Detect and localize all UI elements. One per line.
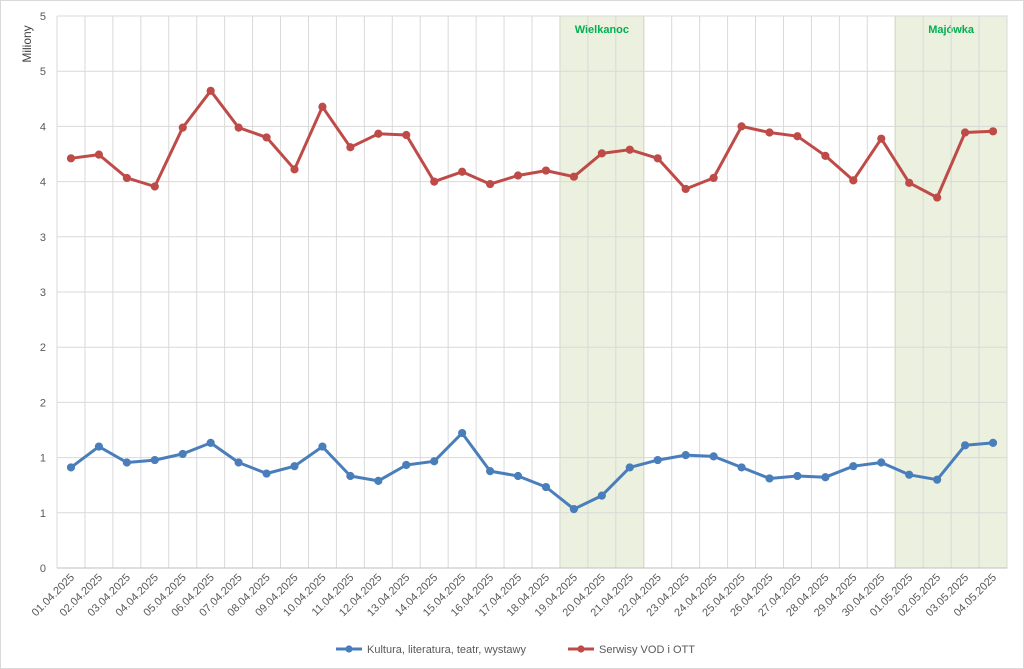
- data-point: [485, 179, 495, 189]
- data-point: [94, 150, 104, 159]
- data-point: [541, 166, 551, 175]
- data-point: [849, 176, 858, 185]
- y-axis-title: Miliony: [20, 25, 34, 62]
- data-point: [793, 471, 802, 481]
- data-point: [262, 133, 271, 142]
- data-point: [290, 165, 299, 174]
- data-point: [625, 463, 634, 472]
- data-point: [709, 452, 718, 461]
- y-tick-label-top: 5: [40, 11, 46, 23]
- data-point: [178, 449, 187, 459]
- data-point: [849, 462, 858, 471]
- data-point: [960, 441, 970, 450]
- data-point: [234, 458, 243, 467]
- data-point: [541, 482, 551, 492]
- data-point: [681, 451, 690, 460]
- data-point: [346, 143, 355, 152]
- data-point: [653, 455, 662, 465]
- data-point: [262, 469, 271, 478]
- data-point: [66, 463, 76, 472]
- data-point: [709, 173, 718, 183]
- y-tick-label: 3: [40, 287, 46, 299]
- data-point: [402, 460, 411, 470]
- data-point: [765, 474, 774, 483]
- data-point: [430, 177, 439, 186]
- data-point: [905, 470, 914, 479]
- data-point: [821, 151, 830, 160]
- legend-swatch-marker: [577, 645, 585, 653]
- data-point: [737, 122, 746, 131]
- legend-label: Serwisy VOD i OTT: [599, 644, 695, 656]
- data-point: [597, 149, 606, 158]
- data-point: [877, 134, 886, 143]
- data-point: [402, 130, 411, 140]
- data-point: [597, 491, 606, 500]
- y-tick-label: 4: [40, 121, 46, 133]
- y-tick-label: 1: [40, 508, 46, 520]
- data-point: [458, 428, 467, 438]
- data-point: [66, 154, 76, 163]
- data-point: [765, 128, 774, 137]
- data-point: [430, 457, 439, 466]
- data-point: [234, 123, 243, 132]
- data-point: [346, 471, 355, 481]
- y-tick-label: 2: [40, 397, 46, 409]
- data-point: [905, 178, 914, 187]
- data-point: [150, 455, 159, 465]
- data-point: [877, 458, 886, 467]
- y-tick-label: 5: [40, 66, 46, 78]
- data-point: [374, 129, 383, 138]
- data-point: [150, 182, 159, 191]
- y-tick-label: 1: [40, 453, 46, 465]
- data-point: [960, 128, 970, 137]
- data-point: [569, 172, 579, 181]
- data-point: [206, 438, 215, 447]
- data-point: [625, 145, 634, 154]
- data-point: [988, 438, 998, 447]
- y-tick-label: 3: [40, 232, 46, 244]
- y-tick-label: 4: [40, 177, 46, 189]
- legend: Kultura, literatura, teatr, wystawy Serwi…: [336, 644, 695, 656]
- data-point: [988, 127, 998, 136]
- data-point: [933, 475, 942, 484]
- series-line-1: [70, 431, 994, 511]
- data-point: [122, 173, 131, 183]
- band-label: Wielkanoc: [575, 24, 629, 36]
- data-point: [318, 102, 327, 111]
- data-point: [933, 193, 942, 202]
- data-point: [681, 184, 690, 194]
- data-point: [821, 473, 830, 482]
- data-point: [737, 463, 746, 472]
- data-point: [653, 154, 662, 163]
- data-point: [374, 476, 383, 486]
- series-line-2: [70, 89, 994, 199]
- data-point: [290, 462, 299, 471]
- data-point: [485, 466, 495, 476]
- data-point: [178, 123, 187, 132]
- data-point: [513, 171, 523, 180]
- data-point: [94, 442, 104, 451]
- data-point: [318, 442, 327, 451]
- data-point: [458, 167, 467, 176]
- data-point: [206, 86, 215, 95]
- y-tick-label: 0: [40, 563, 46, 575]
- gridlines: [56, 15, 1008, 569]
- data-point: [513, 471, 523, 481]
- data-point: [793, 132, 802, 141]
- axes: 01122334455Miliony01.04.202502.04.202503…: [20, 11, 1007, 619]
- legend-swatch-marker: [345, 645, 353, 653]
- data-point: [569, 505, 579, 514]
- series-lines: [66, 86, 998, 514]
- legend-label: Kultura, literatura, teatr, wystawy: [367, 644, 526, 656]
- data-point: [122, 458, 131, 467]
- y-tick-label: 2: [40, 342, 46, 354]
